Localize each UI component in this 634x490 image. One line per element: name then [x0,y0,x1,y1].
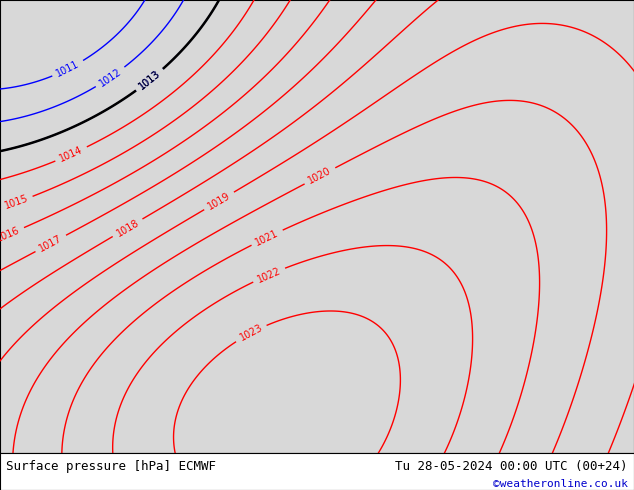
Text: 1016: 1016 [0,225,22,244]
Text: 1014: 1014 [58,145,84,164]
Text: 1015: 1015 [3,194,30,211]
Text: 1017: 1017 [37,233,64,254]
Text: 1013: 1013 [137,69,162,92]
Text: 1023: 1023 [238,323,264,343]
Text: 1013: 1013 [137,69,162,92]
Text: Tu 28-05-2024 00:00 UTC (00+24): Tu 28-05-2024 00:00 UTC (00+24) [395,460,628,473]
Text: 1022: 1022 [256,265,282,284]
Text: ©weatheronline.co.uk: ©weatheronline.co.uk [493,480,628,490]
Text: 1019: 1019 [206,190,232,211]
Text: Surface pressure [hPa] ECMWF: Surface pressure [hPa] ECMWF [6,460,216,473]
Text: 1021: 1021 [254,228,280,247]
Text: 1020: 1020 [307,166,333,186]
Text: 1011: 1011 [55,59,81,79]
Text: 1012: 1012 [98,66,124,88]
Text: 1018: 1018 [115,217,141,238]
